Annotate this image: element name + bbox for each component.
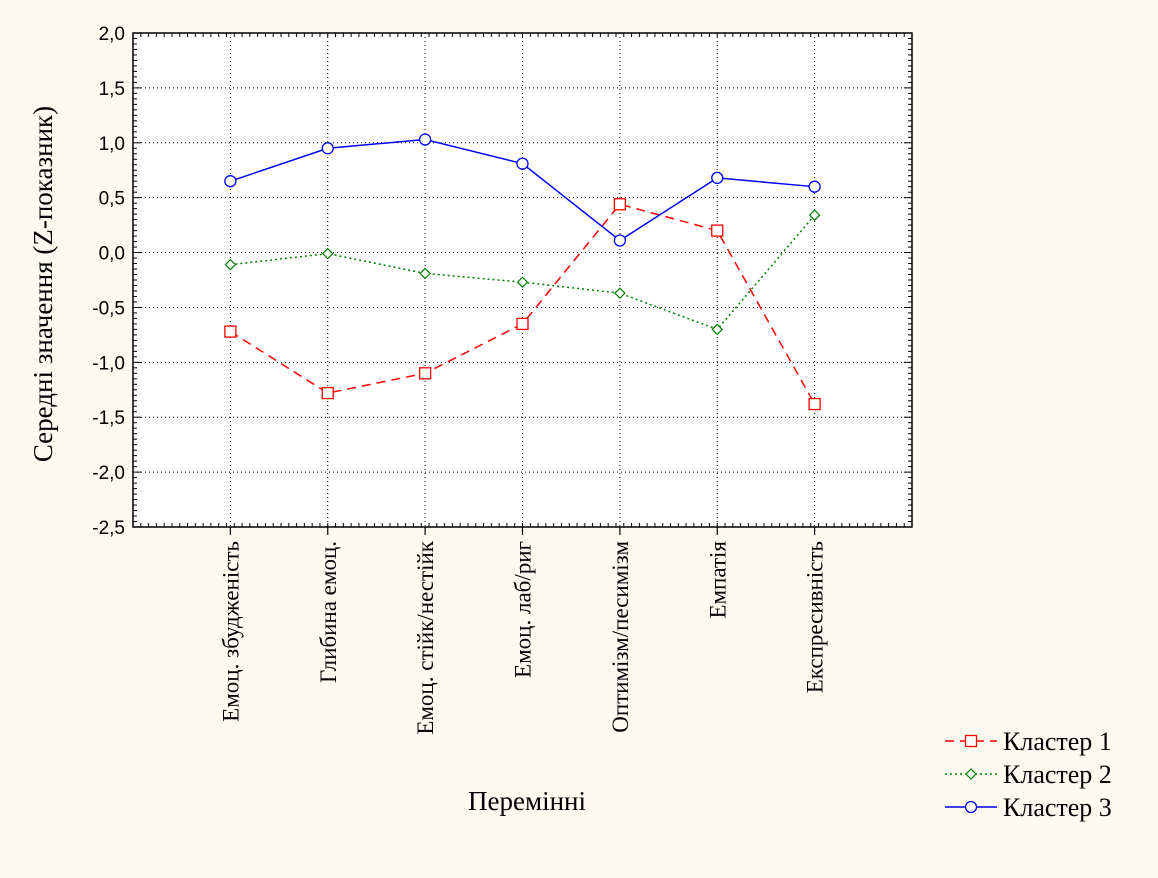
y-tick-label: 1,0 [99, 134, 125, 155]
series-1-point [224, 325, 237, 338]
series-3-point [321, 142, 334, 155]
series-2-point [711, 323, 724, 336]
series-2-point [808, 209, 821, 222]
legend: Кластер 1 Кластер 2 Кластер 3 [945, 727, 1112, 822]
series-1-point [321, 386, 334, 400]
series-2 [224, 209, 821, 336]
y-tick-label: -2,0 [92, 463, 125, 484]
series-2-point [224, 258, 237, 271]
y-axis-title: Середні значення (Z-показник) [28, 106, 58, 462]
legend-label: Кластер 3 [1003, 793, 1112, 822]
series-3-point [613, 234, 627, 247]
series-3-point [711, 171, 724, 185]
y-tick-label: 1,5 [99, 79, 125, 100]
x-category-label: Оптимізм/песимізм [608, 541, 633, 733]
legend-item-3: Кластер 3 [945, 793, 1112, 822]
series-3-point [224, 175, 237, 188]
series-2-point [321, 247, 334, 260]
series-1-point [418, 367, 432, 380]
legend-label: Кластер 2 [1003, 760, 1112, 789]
x-category-label: Емоц. лаб/риг [511, 541, 536, 678]
series-1-point [711, 224, 724, 237]
y-tick-label: 0,5 [99, 189, 125, 210]
series-1-point [613, 198, 627, 211]
y-tick-label: -0,5 [92, 298, 125, 319]
legend-item-2: Кластер 2 [945, 760, 1112, 789]
y-tick-label: -1,0 [92, 353, 125, 374]
series-1-point [516, 317, 529, 331]
legend-item-1: Кластер 1 [945, 727, 1112, 756]
series-3-point [516, 157, 529, 170]
legend-label: Кластер 1 [1003, 727, 1112, 756]
x-category-label: Емоц. збудженість [218, 541, 243, 722]
x-category-label: Емпатія [705, 541, 730, 619]
series-3-point [808, 180, 821, 193]
x-category-label: Емоц. стійк/нестійк [413, 540, 438, 734]
y-tick-label: 0,0 [99, 244, 125, 265]
y-tick-label: -1,5 [92, 408, 125, 429]
series-3 [224, 133, 821, 247]
x-category-label: Глибина емоц. [316, 541, 341, 683]
x-axis-title: Перемінні [468, 786, 586, 816]
series-1-point [808, 397, 821, 411]
series-1 [224, 198, 821, 411]
x-category-label: Експресивність [803, 541, 828, 693]
series-2-point [419, 267, 431, 280]
series-2-point [516, 276, 529, 289]
y-tick-label: -2,5 [92, 518, 125, 539]
legend-marker [965, 768, 977, 780]
legend-marker [964, 734, 978, 748]
series-3-point [418, 133, 432, 146]
legend-marker [964, 800, 978, 814]
series-2-point [614, 287, 626, 300]
y-tick-label: 2,0 [99, 24, 125, 45]
